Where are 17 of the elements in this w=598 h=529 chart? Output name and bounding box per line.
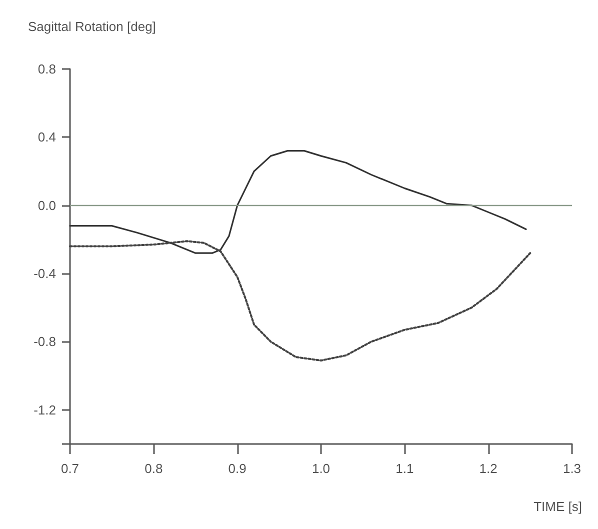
x-tick-label: 1.2 — [479, 461, 498, 476]
x-tick-label: 0.9 — [228, 461, 246, 476]
y-tick-label: 0.4 — [38, 130, 56, 145]
line-series — [69, 240, 532, 362]
y-tick-label: 0.8 — [38, 62, 56, 76]
y-tick-label: -0.4 — [34, 266, 56, 282]
x-tick-label: 1.3 — [562, 461, 582, 476]
x-tick-label: 0.7 — [60, 461, 80, 476]
x-tick-label: 1.0 — [312, 461, 330, 476]
x-tick-label: 0.8 — [144, 461, 163, 476]
y-tick-label: -1.2 — [34, 402, 56, 418]
line-series — [69, 150, 527, 254]
x-tick-label: 1.1 — [396, 461, 414, 476]
y-axis-title: Sagittal Rotation [deg] — [28, 19, 156, 34]
y-tick-label: -0.8 — [34, 334, 56, 350]
y-tick-label: 0.0 — [38, 198, 56, 213]
x-axis-title: TIME [s] — [534, 499, 582, 514]
